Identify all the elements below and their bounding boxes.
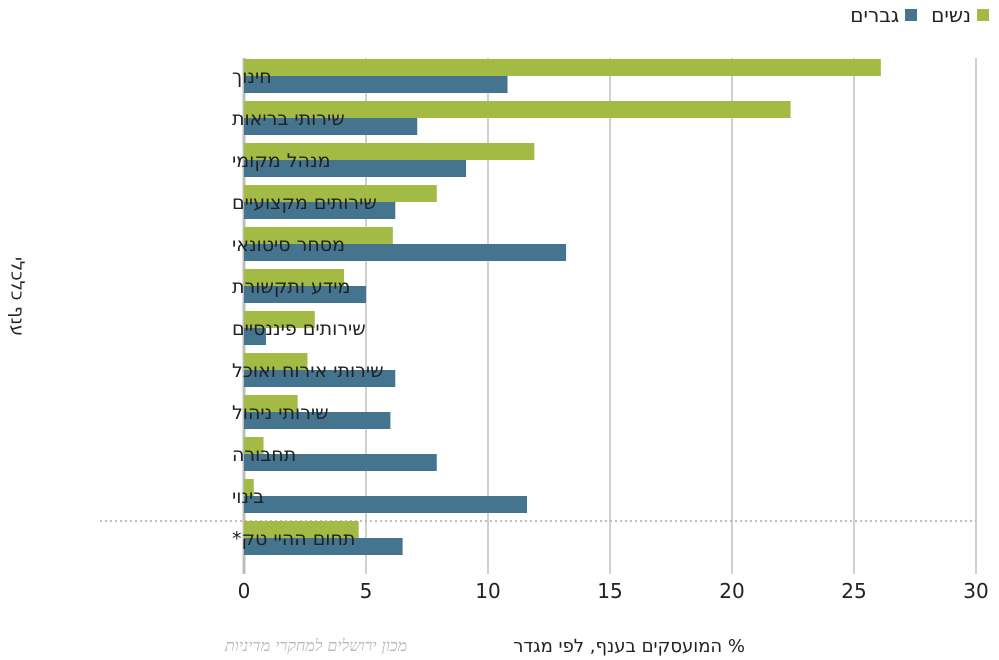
x-tick-label-25: 25 bbox=[841, 579, 866, 603]
bar-women-4 bbox=[244, 227, 393, 244]
bar-men-5 bbox=[244, 286, 366, 303]
bar-women-2 bbox=[244, 143, 535, 160]
x-tick-label-5: 5 bbox=[360, 579, 373, 603]
category-label-10: בינוי bbox=[232, 486, 264, 508]
category-label-8: שירותי ניהול bbox=[232, 402, 329, 424]
category-label-1: שירותי בריאות bbox=[232, 108, 345, 130]
category-label-3: שירותים מקצועיים bbox=[232, 192, 377, 214]
category-label-5: מידע ותקשורת bbox=[232, 276, 350, 298]
category-label-9: תחבורה bbox=[232, 444, 296, 466]
x-tick-label-10: 10 bbox=[475, 579, 500, 603]
watermark-logo-text: מכון ירושלים למחקרי מדיניות bbox=[225, 636, 408, 655]
legend-label-men: גברים bbox=[850, 3, 900, 27]
bar-women-7 bbox=[244, 353, 308, 370]
bar-women-9 bbox=[244, 437, 264, 454]
bar-men-10 bbox=[244, 496, 528, 513]
bar-women-3 bbox=[244, 185, 437, 202]
legend-item-men: גברים bbox=[850, 3, 918, 27]
legend-item-women: נשים bbox=[931, 4, 989, 26]
bar-men-4 bbox=[244, 244, 567, 261]
bar-women-11 bbox=[244, 521, 359, 538]
bar-men-0 bbox=[244, 76, 508, 93]
bar-men-8 bbox=[244, 412, 391, 429]
category-label-2: מנהל מקומי bbox=[232, 150, 330, 172]
bar-men-3 bbox=[244, 202, 396, 219]
bar-women-1 bbox=[244, 101, 791, 118]
legend-swatch-men bbox=[905, 9, 918, 21]
bar-women-10 bbox=[244, 479, 254, 496]
legend-label-women: נשים bbox=[931, 3, 971, 27]
x-tick-label-20: 20 bbox=[719, 579, 744, 603]
bar-men-2 bbox=[244, 160, 467, 177]
x-axis-title: % המועסקים בענף, לפי מגדר bbox=[513, 636, 745, 657]
category-label-11: תחום ההיי טק* bbox=[232, 528, 355, 550]
category-label-4: מסחר סיטונאי bbox=[232, 234, 345, 256]
bar-women-0 bbox=[244, 59, 881, 76]
x-tick-label-15: 15 bbox=[597, 579, 622, 603]
bar-men-1 bbox=[244, 118, 418, 135]
bar-women-8 bbox=[244, 395, 298, 412]
category-label-6: שירותים פיננסיים bbox=[232, 318, 366, 340]
x-tick-label-0: 0 bbox=[238, 579, 251, 603]
legend: נשים גברים bbox=[850, 4, 989, 26]
category-label-0: חינוך bbox=[232, 66, 272, 88]
bar-women-5 bbox=[244, 269, 345, 286]
bar-men-6 bbox=[244, 328, 266, 345]
bar-men-11 bbox=[244, 538, 403, 555]
x-tick-label-30: 30 bbox=[963, 579, 988, 603]
bar-women-6 bbox=[244, 311, 315, 328]
y-axis-title: ענף כלכלי bbox=[6, 256, 28, 337]
bar-men-7 bbox=[244, 370, 396, 387]
legend-swatch-women bbox=[977, 9, 989, 21]
bar-men-9 bbox=[244, 454, 437, 471]
category-label-7: שירותי אירוח ואוכל bbox=[232, 360, 384, 382]
